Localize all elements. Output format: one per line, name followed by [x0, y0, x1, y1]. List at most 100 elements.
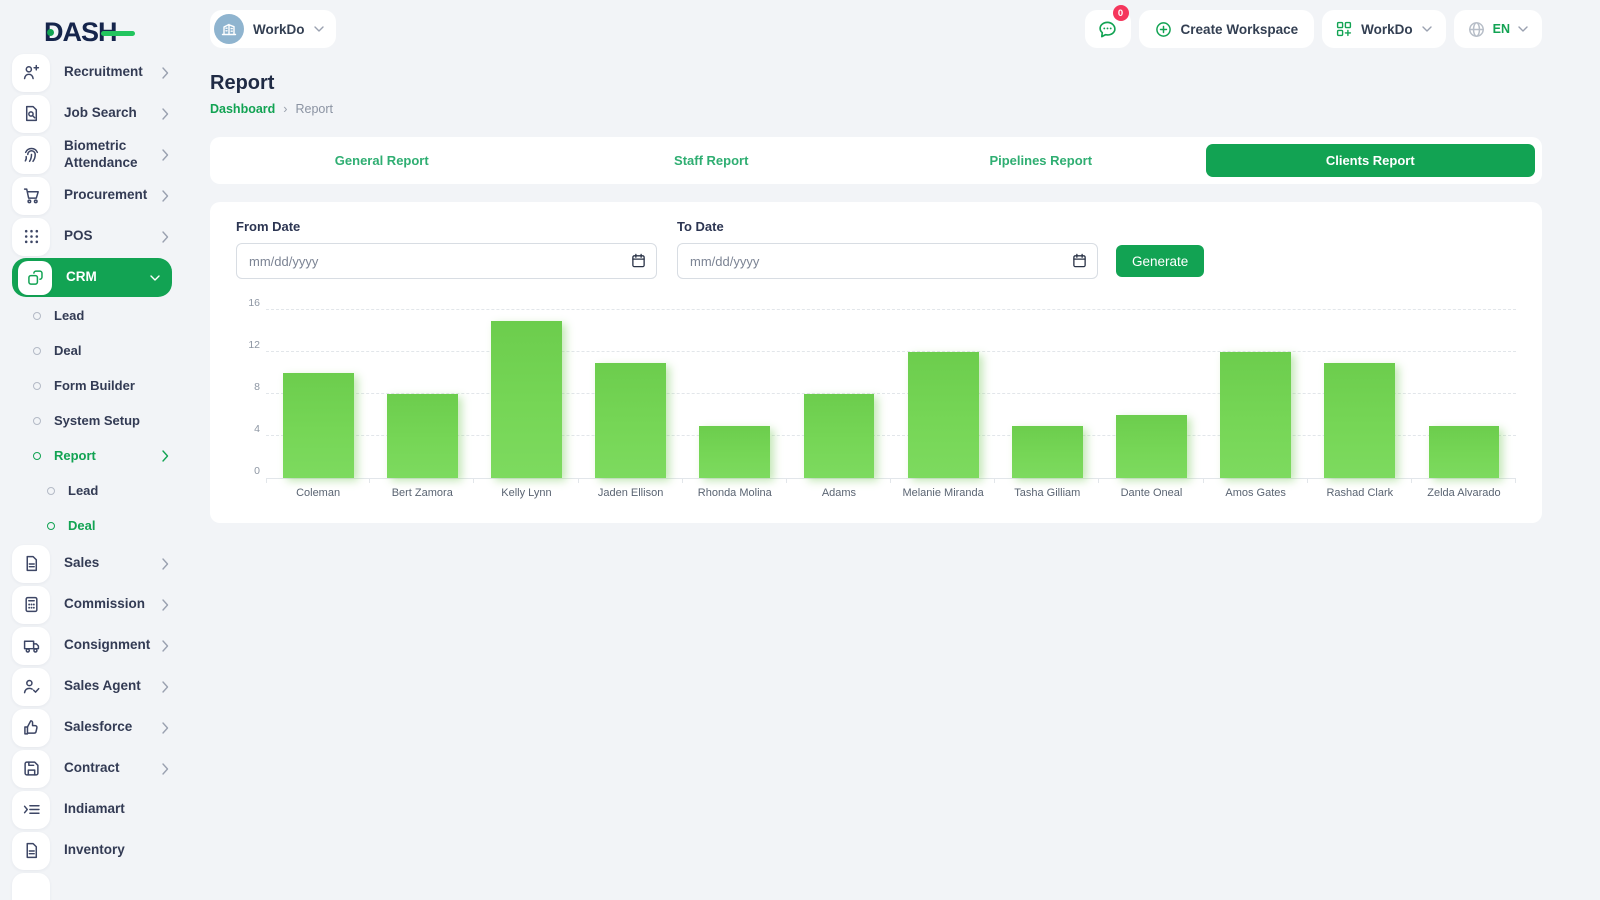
sidebar-item-lead[interactable]: Lead	[0, 298, 185, 333]
truck-icon	[12, 626, 50, 665]
language-selector[interactable]: EN	[1453, 10, 1542, 48]
file-icon	[12, 544, 50, 583]
sidebar-item-consignment[interactable]: Consignment	[0, 625, 185, 666]
sidebar-item-label: Consignment	[64, 637, 151, 653]
x-axis-label: Bert Zamora	[391, 487, 453, 499]
bar-column	[787, 311, 892, 483]
create-workspace-label: Create Workspace	[1180, 21, 1299, 37]
calendar-icon[interactable]	[631, 253, 646, 268]
tab-staff-report[interactable]: Staff Report	[674, 153, 749, 168]
x-axis-label: Coleman	[296, 487, 341, 499]
sidebar-item-label: CRM	[66, 269, 97, 285]
sidebar-item-indiamart[interactable]: Indiamart	[0, 789, 185, 830]
sidebar-item-crm[interactable]: CRM	[12, 258, 172, 297]
x-axis-label: Tasha Gilliam	[1014, 487, 1081, 499]
sidebar-item-lead[interactable]: Lead	[0, 473, 185, 508]
bullet-circle-icon	[33, 451, 41, 460]
blank-icon	[12, 872, 50, 900]
report-tabs: General Report Staff Report Pipelines Repo…	[210, 137, 1542, 184]
from-date-input[interactable]	[236, 243, 657, 279]
logo-dash-icon	[100, 30, 135, 36]
sidebar-item-sales[interactable]: Sales	[0, 543, 185, 584]
gridline	[266, 435, 1516, 436]
chevron-down-icon	[1421, 26, 1432, 32]
sidebar-item-label: POS	[64, 228, 93, 244]
x-axis-label: Zelda Alvarado	[1427, 487, 1501, 499]
generate-button[interactable]: Generate	[1116, 245, 1205, 277]
chevron-right-icon	[162, 762, 169, 775]
sidebar-item-label: Deal	[54, 343, 82, 358]
sidebar-item-salesforce[interactable]: Salesforce	[0, 707, 185, 748]
app-logo[interactable]: DASH	[0, 0, 185, 50]
messenger-button[interactable]: 0	[1084, 5, 1131, 48]
chevron-down-icon	[313, 26, 324, 32]
chevron-right-icon	[162, 557, 169, 570]
x-axis-label: Melanie Miranda	[902, 487, 984, 499]
from-date-label: From Date	[236, 219, 301, 234]
sidebar-item-pos[interactable]: POS	[0, 216, 185, 257]
sidebar-item-report[interactable]: Report	[0, 438, 185, 473]
x-axis-label: Rhonda Molina	[697, 487, 772, 499]
bullet-circle-icon	[33, 416, 41, 425]
tab-general-report[interactable]: General Report	[334, 153, 429, 168]
sidebar-item-label: Deal	[68, 518, 96, 533]
sidebar-item-inventory[interactable]: Inventory	[0, 830, 185, 871]
chevron-right-icon	[162, 449, 169, 462]
sidebar-item-biometric-attendance[interactable]: Biometric Attendance	[0, 134, 185, 175]
create-workspace-button[interactable]: Create Workspace	[1138, 10, 1315, 48]
to-date-label: To Date	[677, 219, 724, 234]
calendar-icon[interactable]	[1072, 253, 1087, 268]
bullet-circle-icon	[47, 521, 55, 530]
chevron-right-icon	[162, 189, 169, 202]
bar-column	[266, 311, 371, 483]
app-menu-button[interactable]: WorkDo	[1322, 10, 1446, 48]
user-plus-icon	[12, 53, 50, 92]
bar-tasha-gilliam	[1011, 425, 1083, 478]
sidebar-item-procurement[interactable]: Procurement	[0, 175, 185, 216]
page-title: Report	[210, 72, 275, 94]
tab-pipelines-report[interactable]: Pipelines Report	[989, 153, 1093, 168]
to-date-input[interactable]	[677, 243, 1098, 279]
chevron-right-icon	[162, 230, 169, 243]
report-card: From Date To Date Generate	[210, 202, 1542, 523]
sidebar-item-deal[interactable]: Deal	[0, 508, 185, 543]
sidebar-item-job-search[interactable]: Job Search	[0, 93, 185, 134]
tab-clients-report[interactable]: Clients Report	[1205, 144, 1535, 177]
sidebar-item-label: Lead	[68, 483, 99, 498]
sidebar-item-form-builder[interactable]: Form Builder	[0, 368, 185, 403]
chevron-right-icon	[162, 721, 169, 734]
breadcrumb-current: Report	[295, 102, 333, 116]
sidebar-item-label: Recruitment	[64, 64, 143, 80]
breadcrumb-dashboard-link[interactable]: Dashboard	[210, 102, 276, 116]
sidebar-item-sales-agent[interactable]: Sales Agent	[0, 666, 185, 707]
workspace-switcher[interactable]: WorkDo	[210, 10, 336, 48]
bar-column	[1412, 311, 1517, 483]
language-label: EN	[1492, 22, 1510, 36]
file-icon	[12, 831, 50, 870]
sidebar-item-commission[interactable]: Commission	[0, 584, 185, 625]
sidebar-item-deal[interactable]: Deal	[0, 333, 185, 368]
sidebar-item-recruitment[interactable]: Recruitment	[0, 52, 185, 93]
sidebar-item-label: Contract	[64, 760, 120, 776]
bar-rashad-clark	[1324, 362, 1396, 478]
chevron-down-icon	[1518, 26, 1528, 32]
sidebar-item-label: Report	[54, 448, 96, 463]
sidebar-item-system-setup[interactable]: System Setup	[0, 403, 185, 438]
sidebar-item-label: Job Search	[64, 105, 137, 121]
thumbs-up-icon	[12, 708, 50, 747]
grid-plus-icon	[1336, 21, 1352, 37]
chart-plot-area: 0 4 8 12 16	[248, 297, 1517, 483]
bar-adams	[803, 394, 875, 478]
from-date-group: From Date	[236, 219, 657, 279]
sidebar-item-partial	[0, 871, 185, 900]
sidebar: DASH Recruitment Job Search Biometric Atte…	[0, 0, 185, 900]
main-area: WorkDo 0 Create Workspace	[185, 0, 1600, 900]
sidebar-item-contract[interactable]: Contract	[0, 748, 185, 789]
bar-dante-oneal	[1116, 415, 1187, 478]
bar-column	[370, 311, 475, 483]
y-axis-tick-label: 16	[248, 297, 260, 309]
chevron-right-icon	[162, 148, 169, 161]
bar-coleman	[282, 373, 354, 478]
list-in-icon	[12, 790, 50, 829]
bar-jaden-ellison	[595, 362, 667, 478]
